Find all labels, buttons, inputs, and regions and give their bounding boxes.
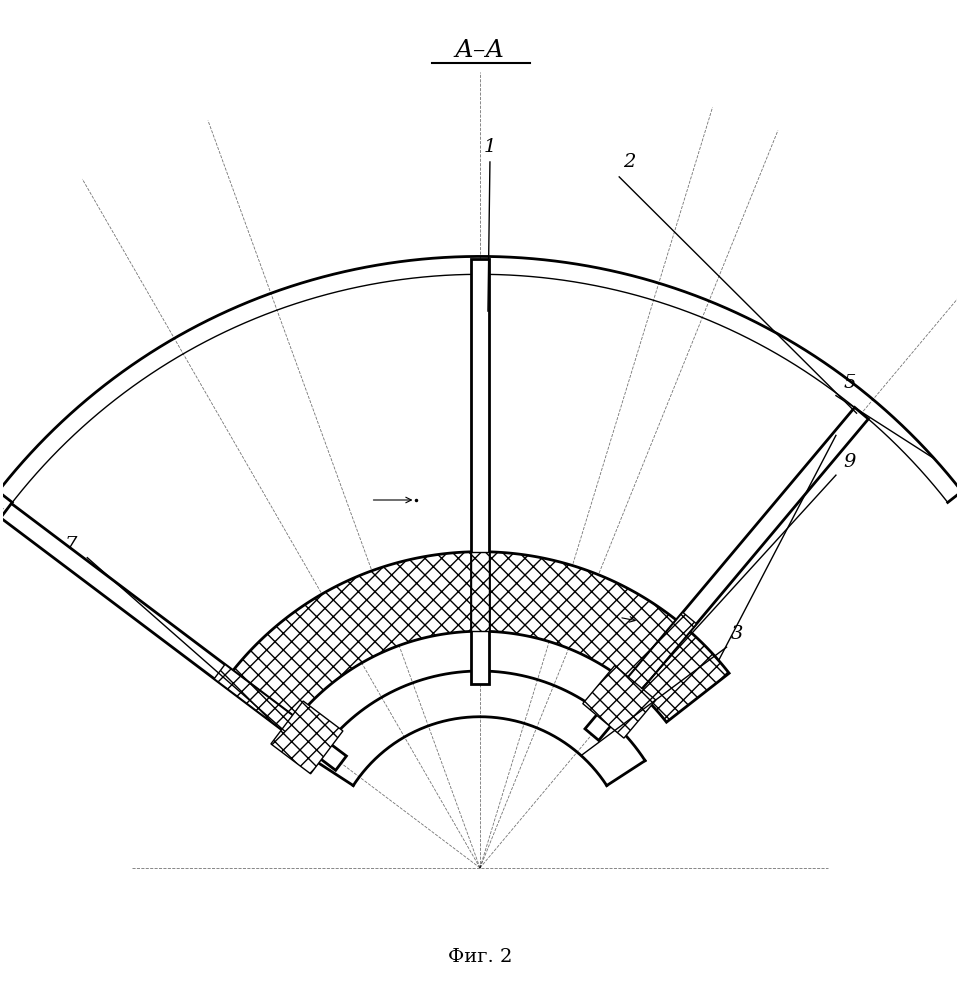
- Polygon shape: [471, 259, 489, 684]
- Polygon shape: [583, 666, 656, 738]
- Text: А–А: А–А: [455, 39, 505, 62]
- Text: 3: 3: [731, 625, 743, 643]
- Polygon shape: [271, 701, 343, 774]
- Text: 2: 2: [623, 153, 636, 171]
- Polygon shape: [214, 664, 300, 736]
- Text: 7: 7: [64, 536, 77, 554]
- Text: 1: 1: [484, 138, 496, 156]
- Polygon shape: [585, 407, 869, 740]
- Polygon shape: [622, 612, 696, 696]
- Polygon shape: [1, 504, 347, 770]
- Polygon shape: [230, 552, 730, 722]
- Text: Фиг. 2: Фиг. 2: [447, 948, 513, 966]
- Text: 5: 5: [844, 374, 856, 392]
- Text: 9: 9: [844, 453, 856, 471]
- Text: 6: 6: [844, 413, 856, 431]
- Polygon shape: [471, 552, 489, 631]
